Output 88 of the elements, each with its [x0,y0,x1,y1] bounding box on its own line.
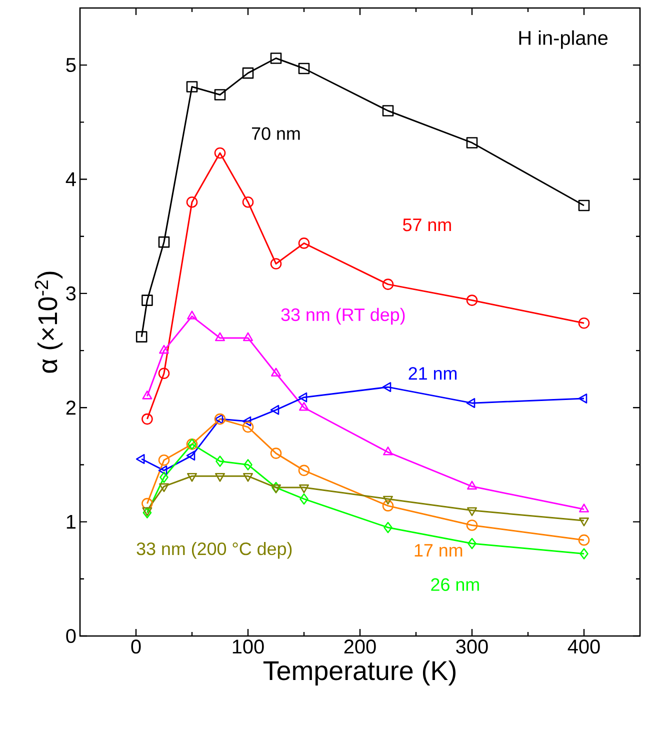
x-tick-label: 200 [344,640,376,654]
point [186,81,198,92]
point [242,196,254,208]
point [158,368,170,380]
point [298,238,310,249]
point [578,394,588,404]
point [299,484,309,494]
point [382,105,394,116]
point [466,520,478,531]
point [578,317,590,329]
point [299,402,309,411]
series-label: 33 nm (200 °C dep) [136,542,292,559]
point [187,472,197,482]
x-tick-label: 400 [568,640,600,654]
point [578,200,590,212]
y-tick-label: 1 [66,514,76,529]
point [214,147,226,159]
point [270,258,282,270]
x-axis-title: Temperature (K) [263,660,456,686]
point [136,454,145,464]
y-tick-label: 2 [66,400,76,415]
point [467,507,477,516]
point [270,52,282,64]
point [384,522,392,534]
series-label: 21 nm [408,367,457,380]
point [136,331,148,342]
point [578,534,590,546]
point [579,518,589,526]
point [466,294,478,306]
point [382,278,394,290]
point [142,390,152,400]
series-label: 17 nm [414,544,462,557]
point [243,472,253,482]
y-tick-label: 5 [66,58,76,72]
point [271,368,281,377]
point [159,344,169,354]
x-tick-label: 100 [232,640,264,654]
x-tick-label: 300 [456,640,488,654]
point [271,484,281,494]
point [300,493,308,505]
point [187,310,197,320]
x-tick-label: 0 [131,640,141,654]
point [579,504,589,512]
point [466,398,476,408]
point [467,480,477,490]
point [215,332,225,342]
point [158,454,170,466]
point [270,404,280,415]
point [242,67,254,79]
series-label: 26 nm [431,578,479,591]
point [142,498,153,510]
y-tick-label: 4 [66,172,76,186]
point [158,465,168,476]
y-axis-title: α (×10$^{-2}$) [34,272,63,373]
point [242,416,252,426]
point [214,414,224,424]
point [142,413,153,425]
point [270,448,282,459]
point [186,450,196,461]
annotation: H in-plane [519,30,608,49]
point [216,456,224,467]
point [158,236,170,248]
point [142,294,153,306]
point [186,196,198,208]
point [298,62,310,74]
point [383,446,393,456]
point [160,472,168,483]
text: 70 nm [252,127,300,140]
point [383,496,393,505]
point [214,89,226,100]
point [382,500,394,512]
point [243,332,253,342]
point [466,137,478,148]
y-tick-label: 3 [66,286,76,300]
point [244,459,252,470]
point [468,538,476,550]
point [298,464,310,476]
point [382,382,392,392]
point [214,413,226,425]
y-tick-label: 0 [66,628,76,644]
point [242,421,254,433]
text: 57 nm [402,218,451,232]
point [215,472,225,482]
point [298,392,308,402]
point [159,483,169,492]
point [272,482,280,494]
point [580,548,588,560]
series-label: 33 nm (RT dep) [281,308,405,325]
